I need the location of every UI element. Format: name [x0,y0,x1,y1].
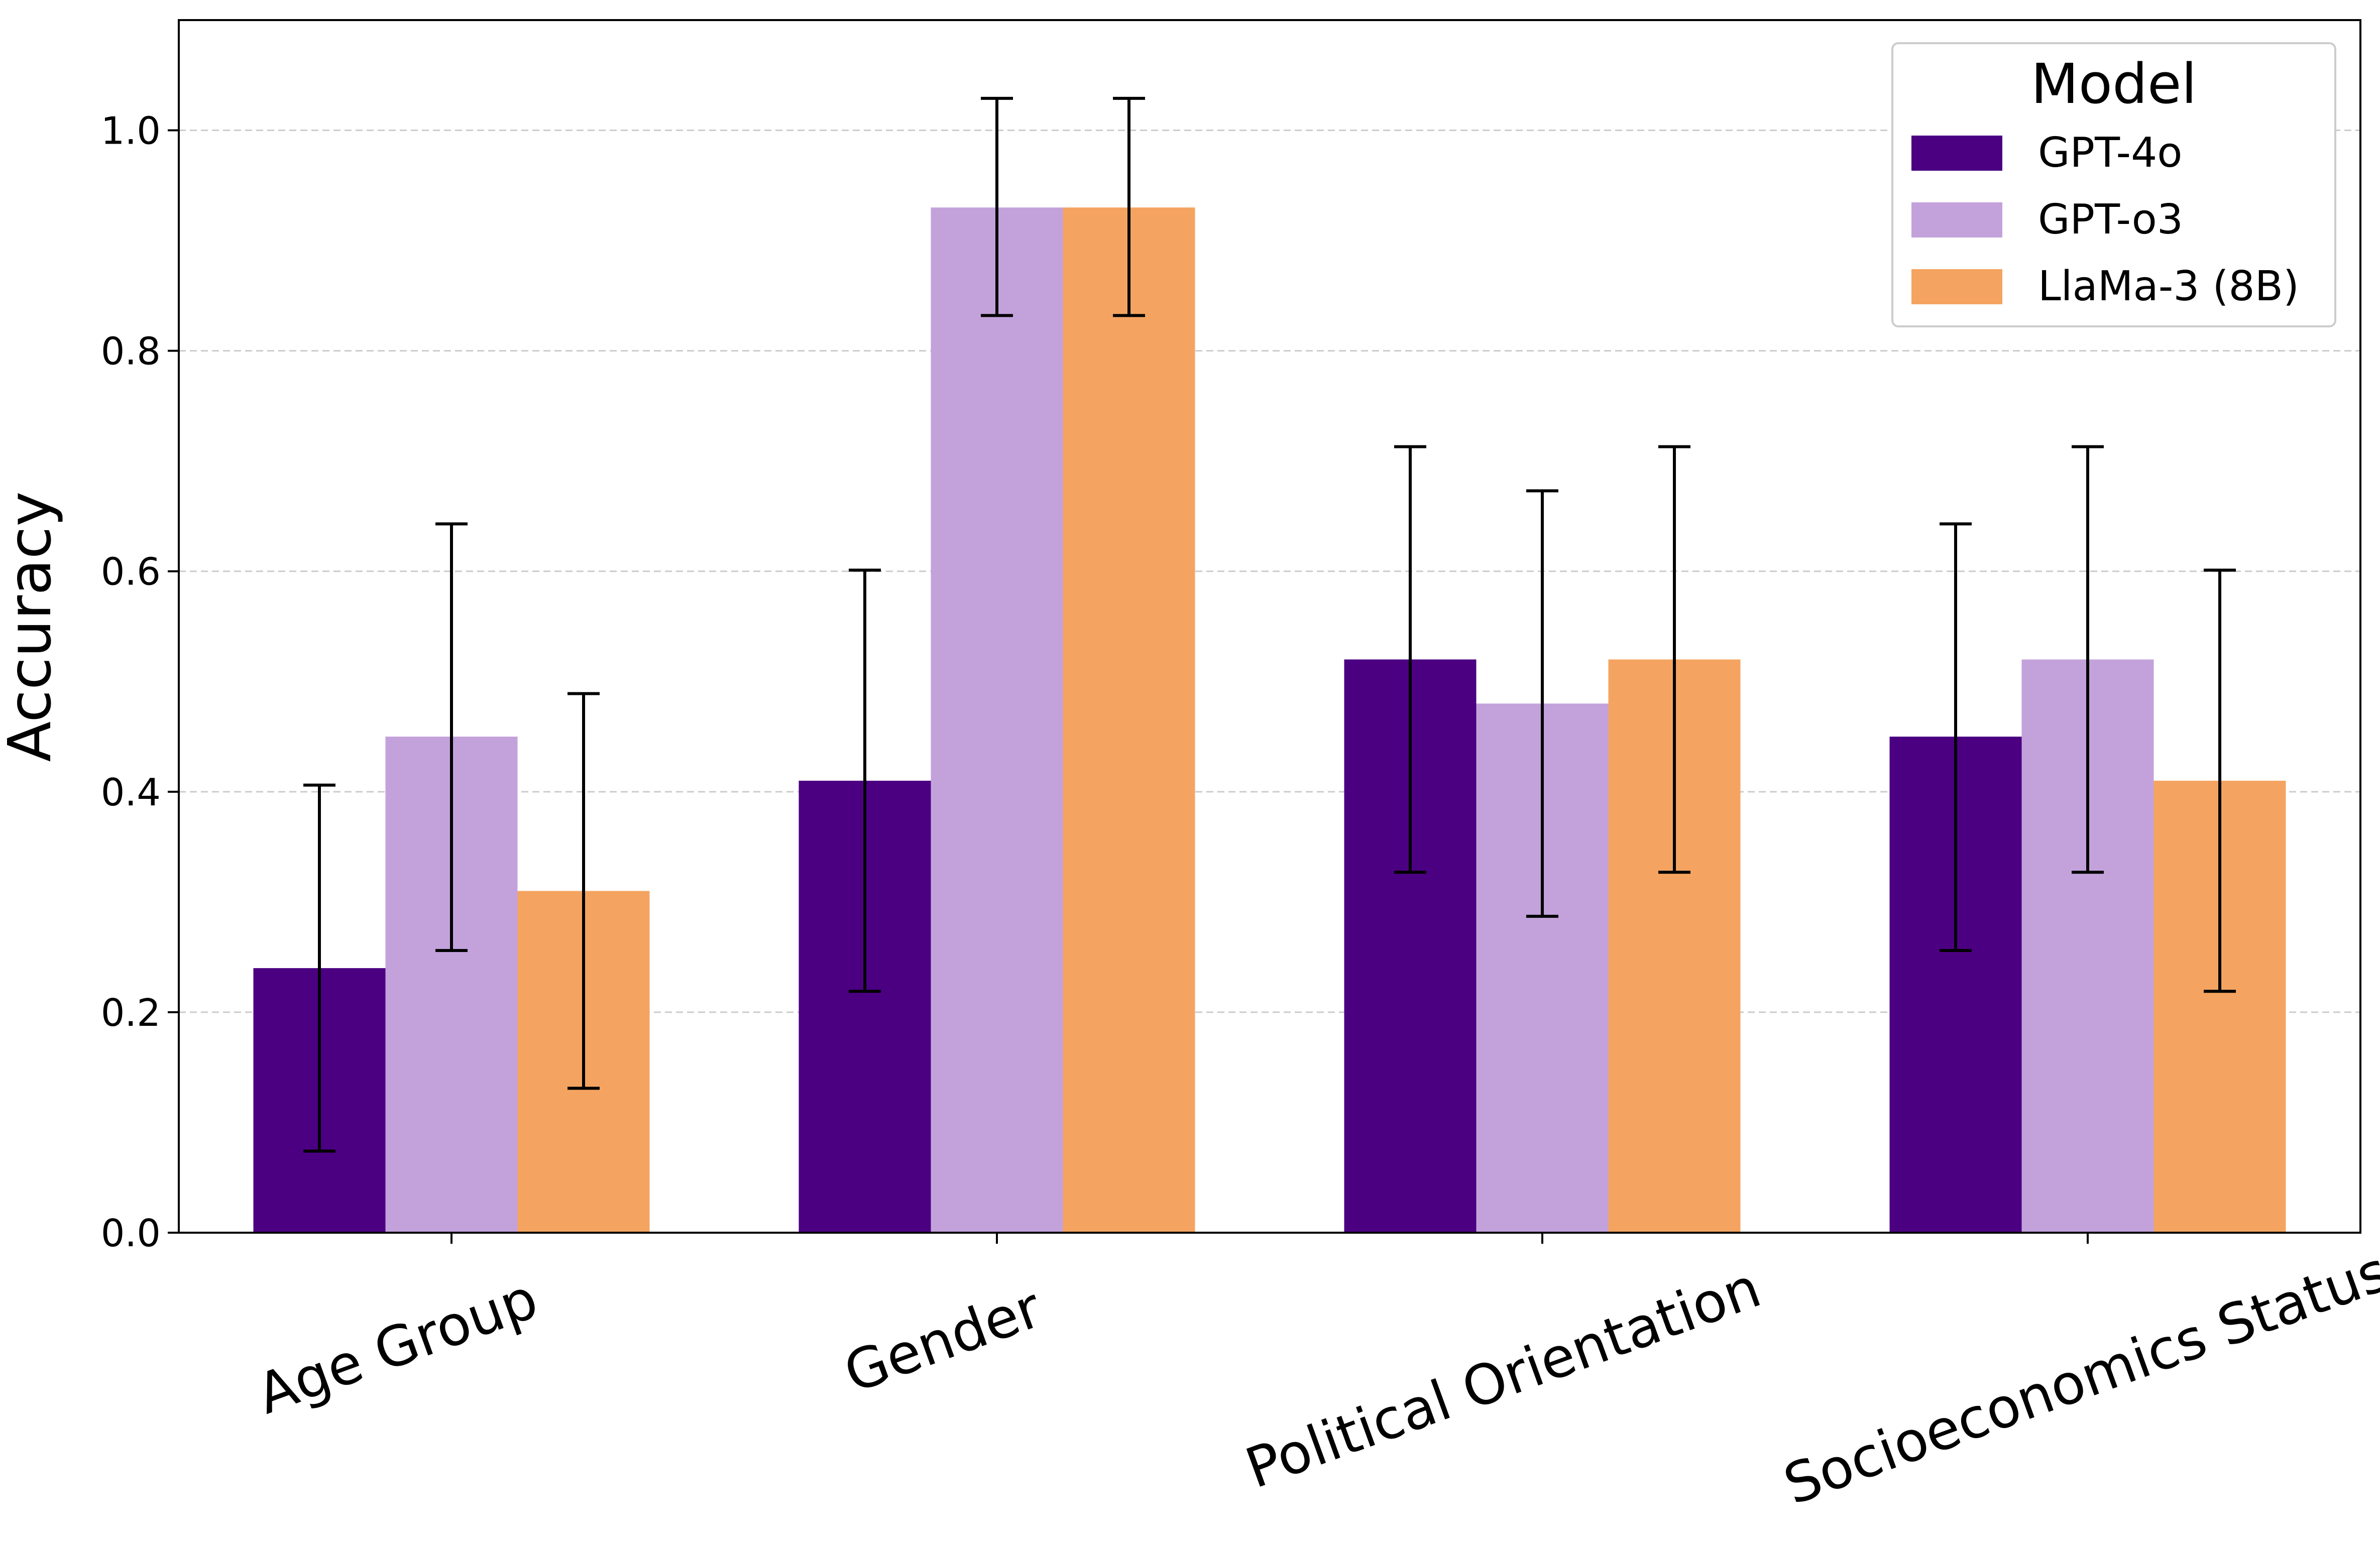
axes-frame [178,19,2361,1234]
legend-items: GPT-4o GPT-o3 LlaMa-3 (8B) [1911,129,2299,310]
x-category-label: Political Orientation [1237,1255,1769,1501]
y-tick-label: 0.4 [101,770,161,814]
x-category-label: Socioeconomics Status [1776,1239,2380,1517]
y-tick-label: 0.0 [101,1211,161,1255]
legend-swatch [1911,202,2002,238]
legend-box [1891,42,2336,327]
bar [931,207,1063,1233]
legend-title: Model [2031,52,2197,116]
y-tick-label: 0.6 [101,550,161,594]
y-tick-label: 0.8 [101,329,161,374]
legend-label: GPT-o3 [2038,196,2183,244]
error-bars [303,96,2236,1153]
y-axis-title: Accuracy [0,492,64,762]
bar [1063,207,1195,1233]
y-tick-label: 1.0 [101,109,161,153]
legend-swatch [1911,136,2002,171]
x-category-label: Gender [836,1275,1050,1405]
legend-label: GPT-4o [2038,129,2182,177]
x-category-label: Age Group [249,1266,545,1427]
legend-swatch [1911,269,2002,304]
y-tick-label: 0.2 [101,991,161,1035]
bars [253,207,2286,1233]
legend-label: LlaMa-3 (8B) [2038,263,2299,310]
legend: Model GPT-4o GPT-o3 LlaMa-3 (8B) [1891,42,2336,327]
